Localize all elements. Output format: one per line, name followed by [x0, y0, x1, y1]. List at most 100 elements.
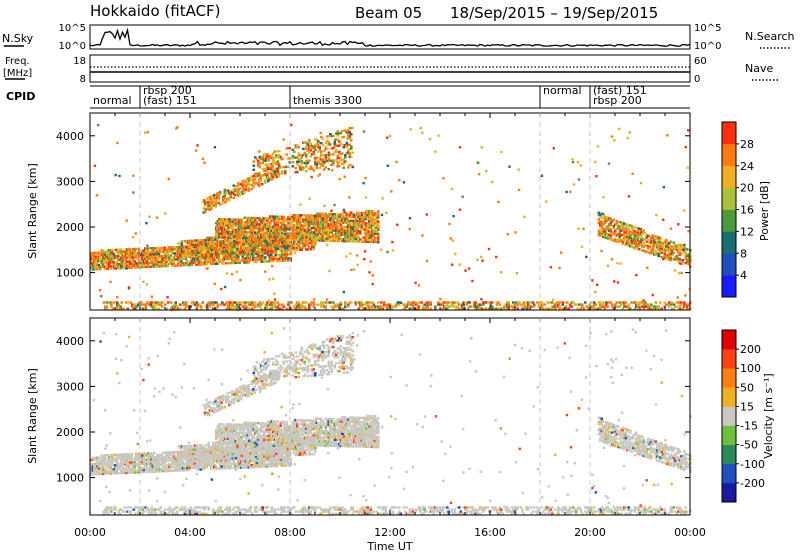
power-cell-3573 [179, 303, 182, 306]
power-cell-2616 [214, 203, 218, 206]
power-cell-1163 [239, 226, 242, 230]
power-cell-2151 [197, 249, 200, 252]
power-cell-3596 [200, 305, 203, 308]
power-cell-1758 [333, 223, 337, 226]
power-cell-1458 [291, 226, 295, 229]
power-cell-3067 [345, 145, 349, 149]
power-cell-2468 [285, 247, 289, 250]
power-cell-2095 [179, 250, 182, 253]
power-cell-3586 [192, 303, 196, 306]
power-cell-2283 [231, 251, 235, 255]
power-cell-2381 [261, 246, 265, 249]
power-cell-2323 [243, 245, 247, 248]
power-cell-1215 [248, 216, 251, 220]
power-cell-4241 [600, 249, 603, 253]
power-cell-61 [103, 267, 107, 271]
power-cell-2448 [279, 247, 283, 250]
velocity-cell-395 [169, 457, 173, 460]
power-cell-1254 [255, 233, 259, 236]
power-cell-1036 [215, 232, 218, 235]
velocity-cell-431 [177, 459, 180, 462]
power-cell-2893 [302, 168, 305, 171]
power-cell-445 [180, 260, 183, 263]
power-cell-2525 [299, 236, 302, 239]
power-cell-506 [192, 261, 195, 264]
power-cell-4322 [477, 172, 481, 176]
power-cell-1103 [227, 226, 230, 229]
power-cell-1728 [330, 239, 334, 242]
power-cell-3912 [456, 305, 460, 308]
power-cell-2686 [244, 188, 248, 192]
power-cell-2477 [287, 243, 290, 246]
power-cell-4247 [345, 255, 348, 258]
power-cell-4155 [647, 303, 650, 306]
power-cell-1732 [330, 227, 334, 230]
power-cell-1831 [344, 231, 347, 235]
power-cell-1152 [237, 237, 241, 240]
power-cell-3405 [666, 243, 670, 246]
power-cell-2091 [177, 246, 181, 249]
velocity-cell-413 [174, 463, 177, 466]
velocity-cell-174 [126, 471, 129, 474]
power-cell-3015 [333, 151, 337, 154]
power-cell-1919 [356, 234, 359, 237]
power-cell-4447 [371, 282, 374, 286]
velocity-cell-16 [93, 464, 96, 468]
power-cell-2615 [214, 205, 218, 208]
power-cell-1141 [234, 230, 238, 234]
velocity-cell-156 [121, 457, 125, 460]
power-cell-2861 [288, 146, 292, 150]
power-cell-935 [270, 243, 273, 246]
power-cell-2250 [222, 240, 226, 243]
power-cell-921 [268, 256, 272, 259]
power-cell-771 [238, 241, 242, 244]
power-cell-2583 [204, 204, 207, 207]
power-cell-3914 [458, 307, 461, 310]
power-cell-4156 [648, 307, 652, 310]
power-cell-367 [163, 254, 167, 258]
power-cell-2968 [320, 152, 323, 155]
power-cell-21 [93, 251, 96, 255]
power-cell-4229 [225, 272, 229, 275]
power-cell-4125 [626, 305, 629, 308]
power-cell-1465 [293, 234, 296, 237]
power-cell-498 [190, 259, 194, 262]
power-cell-2862 [291, 165, 295, 168]
power-cell-1166 [239, 220, 242, 223]
power-cell-1692 [324, 216, 328, 220]
power-cell-1477 [294, 230, 298, 233]
power-cell-297 [150, 259, 153, 262]
power-cell-315 [153, 255, 156, 258]
velocity-cell-70 [105, 470, 108, 473]
power-cell-3142 [605, 220, 608, 223]
power-cell-1196 [245, 222, 248, 226]
power-cell-2450 [281, 247, 284, 250]
power-cell-739 [234, 255, 237, 258]
power-cell-507 [192, 257, 195, 260]
power-cell-2649 [229, 196, 233, 199]
power-cell-2557 [309, 237, 313, 241]
power-cell-1790 [338, 227, 341, 230]
power-cell-3924 [465, 303, 469, 306]
power-cell-2039 [371, 216, 374, 219]
power-cell-3903 [449, 305, 452, 308]
power-cell-2780 [258, 166, 262, 169]
power-cell-2674 [241, 192, 245, 195]
velocity-cell-75 [106, 470, 110, 473]
power-cell-1626 [315, 212, 319, 215]
power-cell-1708 [327, 237, 331, 240]
power-cell-117 [114, 254, 117, 258]
power-cell-224 [135, 256, 138, 259]
power-cell-105 [111, 250, 114, 254]
velocity-cell-110 [112, 459, 116, 463]
power-cell-2059 [374, 230, 377, 233]
velocity-cell-9 [91, 467, 95, 470]
velocity-cell-222 [135, 454, 138, 458]
power-cell-2959 [318, 158, 322, 161]
power-cell-3254 [630, 243, 634, 246]
power-cell-589 [207, 256, 210, 260]
power-cell-4090 [597, 301, 601, 304]
velocity-cell-298 [150, 456, 153, 459]
freq-tick-top: 18 [73, 56, 86, 67]
power-cell-1387 [279, 238, 283, 241]
